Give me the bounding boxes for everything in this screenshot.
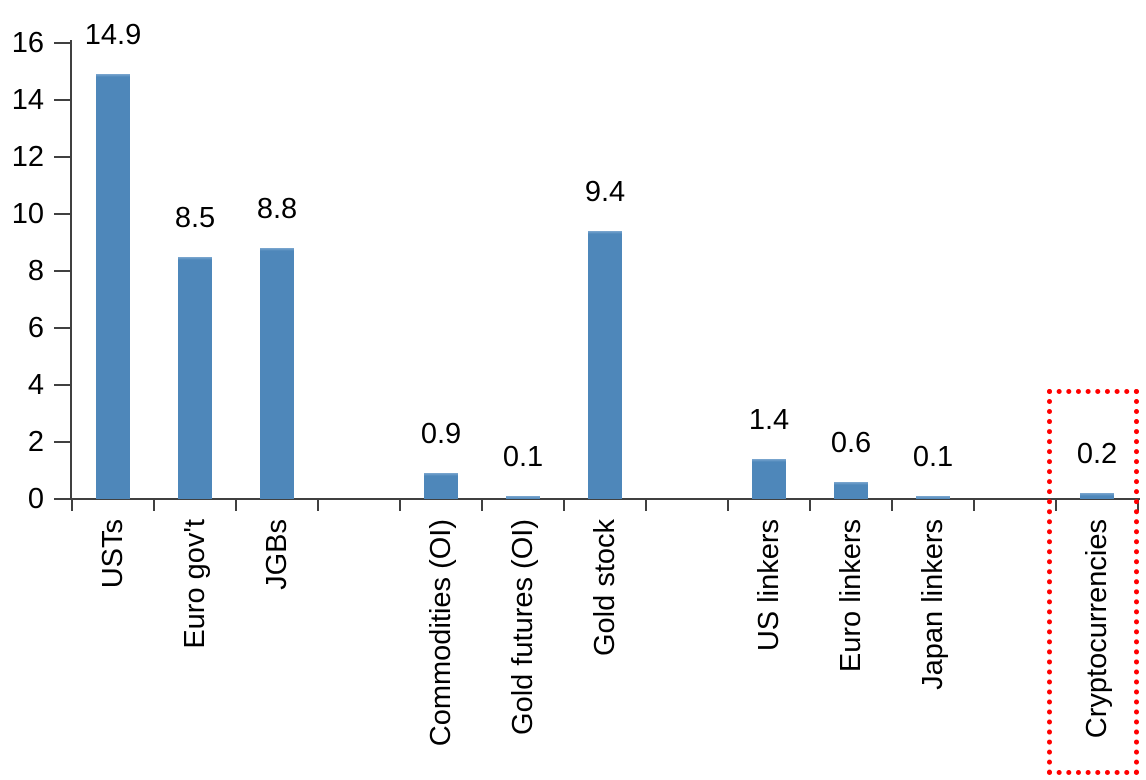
y-axis-tick bbox=[54, 384, 70, 386]
y-axis-tick-label: 4 bbox=[27, 369, 44, 401]
y-axis-tick-label: 6 bbox=[27, 312, 44, 344]
bar bbox=[1080, 493, 1114, 499]
bar-value-label: 9.4 bbox=[584, 176, 626, 208]
category-label: Euro gov't bbox=[179, 519, 211, 649]
x-axis-tick bbox=[399, 499, 401, 511]
category-label: Gold stock bbox=[589, 519, 621, 656]
bar bbox=[178, 257, 212, 499]
x-axis-tick bbox=[317, 499, 319, 511]
category-label: Gold futures (OI) bbox=[507, 519, 539, 735]
bar-value-label: 0.6 bbox=[830, 427, 872, 459]
y-axis-tick bbox=[54, 156, 70, 158]
category-label: Japan linkers bbox=[917, 519, 949, 690]
y-axis-tick bbox=[54, 498, 70, 500]
x-axis-tick bbox=[973, 499, 975, 511]
bar-value-label: 0.2 bbox=[1076, 438, 1118, 470]
x-axis-line bbox=[70, 498, 1140, 500]
x-axis-tick bbox=[1055, 499, 1057, 511]
y-axis-tick-label: 10 bbox=[11, 198, 44, 230]
bar-value-label: 0.1 bbox=[502, 441, 544, 473]
y-axis-tick bbox=[54, 42, 70, 44]
bar bbox=[916, 496, 950, 499]
bar-value-label: 0.1 bbox=[912, 441, 954, 473]
x-axis-tick bbox=[891, 499, 893, 511]
bar-value-label: 14.9 bbox=[84, 19, 142, 51]
category-label: USTs bbox=[97, 519, 129, 589]
category-label: Euro linkers bbox=[835, 519, 867, 673]
bar bbox=[506, 496, 540, 499]
x-axis-tick bbox=[481, 499, 483, 511]
bar bbox=[752, 459, 786, 499]
bar bbox=[588, 231, 622, 499]
y-axis-tick-label: 14 bbox=[11, 84, 44, 116]
highlight-box bbox=[1047, 389, 1139, 775]
x-axis-tick bbox=[727, 499, 729, 511]
y-axis-tick-label: 2 bbox=[27, 426, 44, 458]
bar bbox=[834, 482, 868, 499]
x-axis-tick bbox=[645, 499, 647, 511]
category-label: JGBs bbox=[261, 519, 293, 590]
x-axis-tick bbox=[153, 499, 155, 511]
bar-value-label: 8.8 bbox=[256, 193, 298, 225]
y-axis-tick-label: 16 bbox=[11, 27, 44, 59]
x-axis-tick bbox=[809, 499, 811, 511]
x-axis-tick bbox=[235, 499, 237, 511]
category-label: US linkers bbox=[753, 519, 785, 652]
x-axis-tick bbox=[71, 499, 73, 511]
x-axis-tick bbox=[563, 499, 565, 511]
bar bbox=[260, 248, 294, 499]
y-axis-tick bbox=[54, 270, 70, 272]
y-axis-tick-label: 12 bbox=[11, 141, 44, 173]
y-axis-tick bbox=[54, 213, 70, 215]
category-label: Commodities (OI) bbox=[425, 519, 457, 747]
bar-value-label: 8.5 bbox=[174, 202, 216, 234]
y-axis-line bbox=[70, 40, 72, 500]
bar-value-label: 1.4 bbox=[748, 404, 790, 436]
bar bbox=[96, 74, 130, 499]
bar-value-label: 0.9 bbox=[420, 418, 462, 450]
y-axis-tick bbox=[54, 441, 70, 443]
bar bbox=[424, 473, 458, 499]
y-axis-tick-label: 0 bbox=[27, 483, 44, 515]
y-axis-tick-label: 8 bbox=[27, 255, 44, 287]
y-axis-tick bbox=[54, 327, 70, 329]
y-axis-tick bbox=[54, 99, 70, 101]
